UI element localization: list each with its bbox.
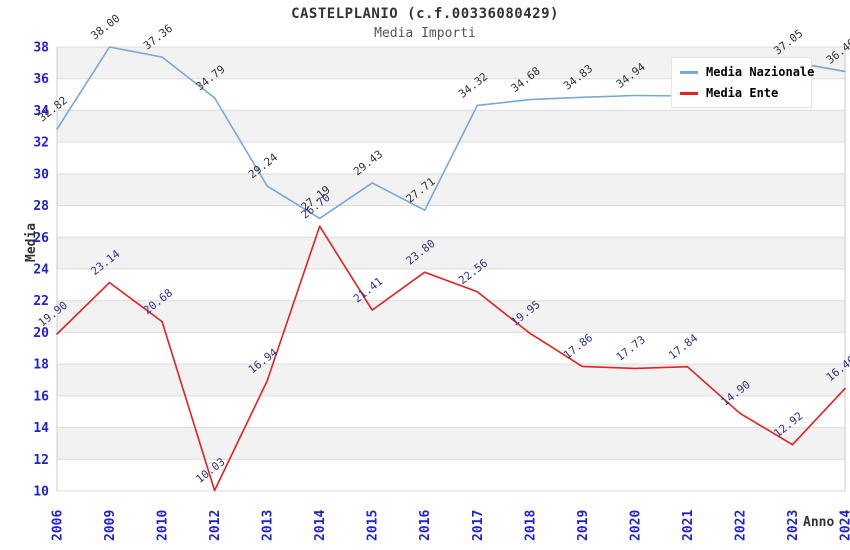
- x-tick-label: 2012: [208, 510, 223, 541]
- x-tick-label: 2022: [733, 510, 748, 541]
- y-tick-label: 18: [33, 358, 49, 373]
- x-tick-label: 2015: [366, 510, 381, 541]
- point-label-media-ente: 17.86: [561, 331, 595, 362]
- x-tick-label: 2023: [786, 510, 801, 541]
- y-tick-label: 14: [33, 421, 49, 436]
- y-tick-label: 26: [33, 231, 49, 246]
- chart-legend: Media Nazionale Media Ente: [671, 57, 814, 108]
- y-tick-label: 32: [33, 136, 49, 151]
- x-tick-label: 2018: [523, 510, 538, 541]
- legend-label: Media Nazionale: [706, 65, 815, 79]
- x-tick-label: 2024: [839, 510, 850, 541]
- point-label-media-ente: 17.84: [666, 331, 700, 362]
- y-tick-label: 36: [33, 72, 49, 87]
- y-tick-label: 16: [33, 389, 49, 404]
- y-axis-title: Media: [24, 222, 39, 262]
- y-tick-label: 34: [33, 104, 49, 119]
- x-tick-label: 2014: [313, 510, 328, 541]
- x-tick-label: 2016: [418, 510, 433, 541]
- x-tick-label: 2021: [681, 510, 696, 541]
- x-tick-label: 2013: [261, 510, 276, 541]
- series-line-media-ente: [56, 225, 846, 492]
- x-tick-label: 2009: [103, 510, 118, 541]
- x-tick-label: 2006: [51, 510, 66, 541]
- x-axis-title: Anno: [803, 515, 835, 530]
- legend-item-media-nazionale: Media Nazionale: [680, 65, 814, 79]
- line-swatch-icon: [680, 91, 698, 95]
- point-label-media-ente: 17.73: [614, 333, 648, 364]
- plot-band: [57, 110, 845, 143]
- legend-item-media-ente: Media Ente: [680, 86, 803, 100]
- x-tick-label: 2019: [576, 510, 591, 541]
- y-tick-label: 12: [33, 453, 49, 468]
- y-tick-label: 30: [33, 167, 49, 182]
- point-label-media-nazionale: 38.00: [88, 12, 122, 43]
- y-tick-label: 10: [33, 485, 49, 500]
- y-tick-label: 38: [33, 41, 49, 56]
- x-tick-label: 2017: [471, 510, 486, 541]
- legend-label: Media Ente: [706, 86, 779, 100]
- plot-band: [57, 237, 845, 269]
- chart-subtitle: Media Importi: [374, 26, 476, 41]
- point-label-media-ente: 10.03: [193, 455, 227, 486]
- x-tick-label: 2020: [628, 510, 643, 541]
- line-swatch-icon: [680, 70, 698, 74]
- x-tick-label: 2010: [156, 510, 171, 541]
- y-tick-label: 20: [33, 326, 49, 341]
- plot-band: [57, 173, 845, 206]
- page-title: CASTELPLANIO (c.f.00336080429): [291, 6, 559, 22]
- plot-band: [57, 300, 845, 333]
- y-tick-label: 22: [33, 294, 49, 309]
- y-tick-label: 28: [33, 199, 49, 214]
- plot-band: [57, 427, 845, 460]
- y-tick-label: 24: [33, 263, 49, 278]
